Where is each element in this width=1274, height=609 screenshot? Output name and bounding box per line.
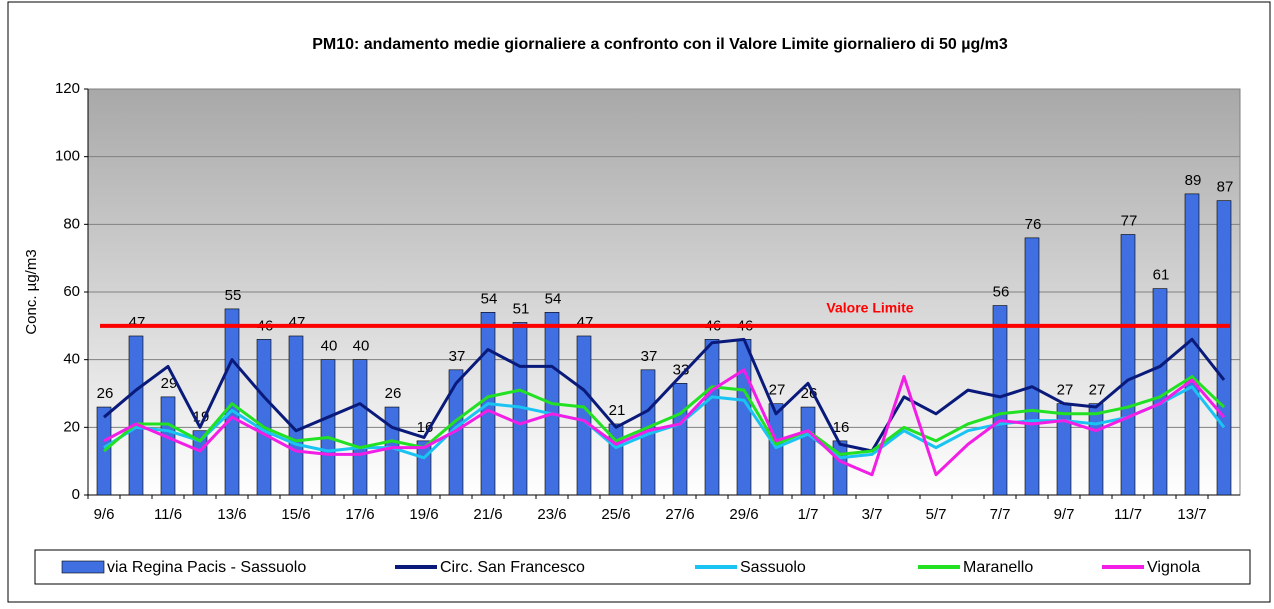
x-tick-label: 9/6 [94, 506, 115, 523]
value-label: 47 [129, 314, 146, 331]
value-label: 51 [513, 300, 530, 317]
bar [768, 403, 784, 496]
legend [34, 549, 1251, 585]
x-tick-label: 23/6 [537, 506, 566, 523]
value-label: 47 [289, 314, 306, 331]
bar [1088, 403, 1104, 496]
x-tick-label: 21/6 [473, 506, 502, 523]
bar [1056, 403, 1072, 496]
value-label: 40 [321, 338, 338, 355]
bar [320, 359, 336, 496]
legend-swatch [61, 560, 105, 574]
bar [288, 335, 304, 496]
x-tick-label: 11/6 [154, 506, 182, 523]
legend-label: Vignola [1147, 559, 1200, 576]
x-tick-label: 27/6 [665, 506, 694, 523]
x-tick-label: 13/7 [1177, 506, 1206, 523]
x-tick-label: 9/7 [1054, 506, 1075, 523]
x-tick-label: 19/6 [409, 506, 438, 523]
bar [992, 305, 1008, 496]
x-tick-label: 3/7 [862, 506, 883, 523]
legend-label: Sassuolo [740, 559, 806, 576]
x-tick-label: 29/6 [729, 506, 758, 523]
x-tick-label: 13/6 [217, 506, 246, 523]
y-tick-label: 100 [55, 148, 80, 165]
y-tick-label: 80 [63, 215, 80, 232]
line-series [103, 375, 1226, 456]
x-tick-label: 15/6 [281, 506, 310, 523]
x-tick-label: 11/7 [1114, 506, 1142, 523]
bar [224, 308, 240, 496]
x-tick-label: 7/7 [990, 506, 1011, 523]
bar [352, 359, 368, 496]
bar [672, 383, 688, 496]
value-label: 87 [1217, 179, 1234, 196]
value-label: 76 [1025, 216, 1042, 233]
x-tick-label: 1/7 [798, 506, 819, 523]
limit-label: Valore Limite [826, 300, 913, 316]
x-tick-label: 5/7 [926, 506, 947, 523]
bar [128, 335, 144, 496]
bar [1216, 200, 1232, 496]
value-label: 56 [993, 284, 1010, 301]
legend-label: via Regina Pacis - Sassuolo [107, 559, 306, 576]
chart-title: PM10: andamento medie giornaliere a conf… [312, 36, 1008, 53]
value-label: 27 [1089, 382, 1106, 399]
value-label: 54 [481, 290, 498, 307]
bar [800, 406, 816, 496]
value-label: 27 [1057, 382, 1074, 399]
bar [160, 396, 176, 496]
value-label: 16 [833, 419, 850, 436]
y-tick-label: 120 [55, 80, 80, 97]
value-label: 77 [1121, 212, 1138, 229]
value-label: 33 [673, 361, 690, 378]
x-tick-label: 17/6 [345, 506, 374, 523]
y-tick-label: 20 [63, 418, 80, 435]
value-label: 27 [769, 382, 786, 399]
value-label: 89 [1185, 172, 1202, 189]
value-label: 26 [385, 385, 402, 402]
y-tick-label: 0 [72, 486, 80, 503]
bar [576, 335, 592, 496]
value-label: 61 [1153, 267, 1170, 284]
value-label: 37 [449, 348, 466, 365]
bar [384, 406, 400, 496]
bar [704, 339, 720, 496]
value-label: 54 [545, 290, 562, 307]
bar [1024, 237, 1040, 496]
bar [1120, 234, 1136, 496]
value-label: 55 [225, 287, 242, 304]
value-label: 21 [609, 402, 626, 419]
value-label: 26 [801, 385, 818, 402]
bar [256, 339, 272, 496]
legend-label: Circ. San Francesco [440, 559, 585, 576]
legend-label: Maranello [963, 559, 1033, 576]
line-series [103, 368, 1226, 477]
value-label: 37 [641, 348, 658, 365]
x-tick-label: 25/6 [601, 506, 630, 523]
line-series [103, 337, 1226, 453]
y-tick-label: 60 [63, 283, 80, 300]
bar [1152, 288, 1168, 496]
y-tick-label: 40 [63, 351, 80, 368]
value-label: 47 [577, 314, 594, 331]
value-label: 40 [353, 338, 370, 355]
y-axis-label: Conc. µg/m3 [23, 249, 40, 334]
line-series [103, 385, 1226, 460]
value-label: 26 [97, 385, 114, 402]
bar [736, 339, 752, 496]
